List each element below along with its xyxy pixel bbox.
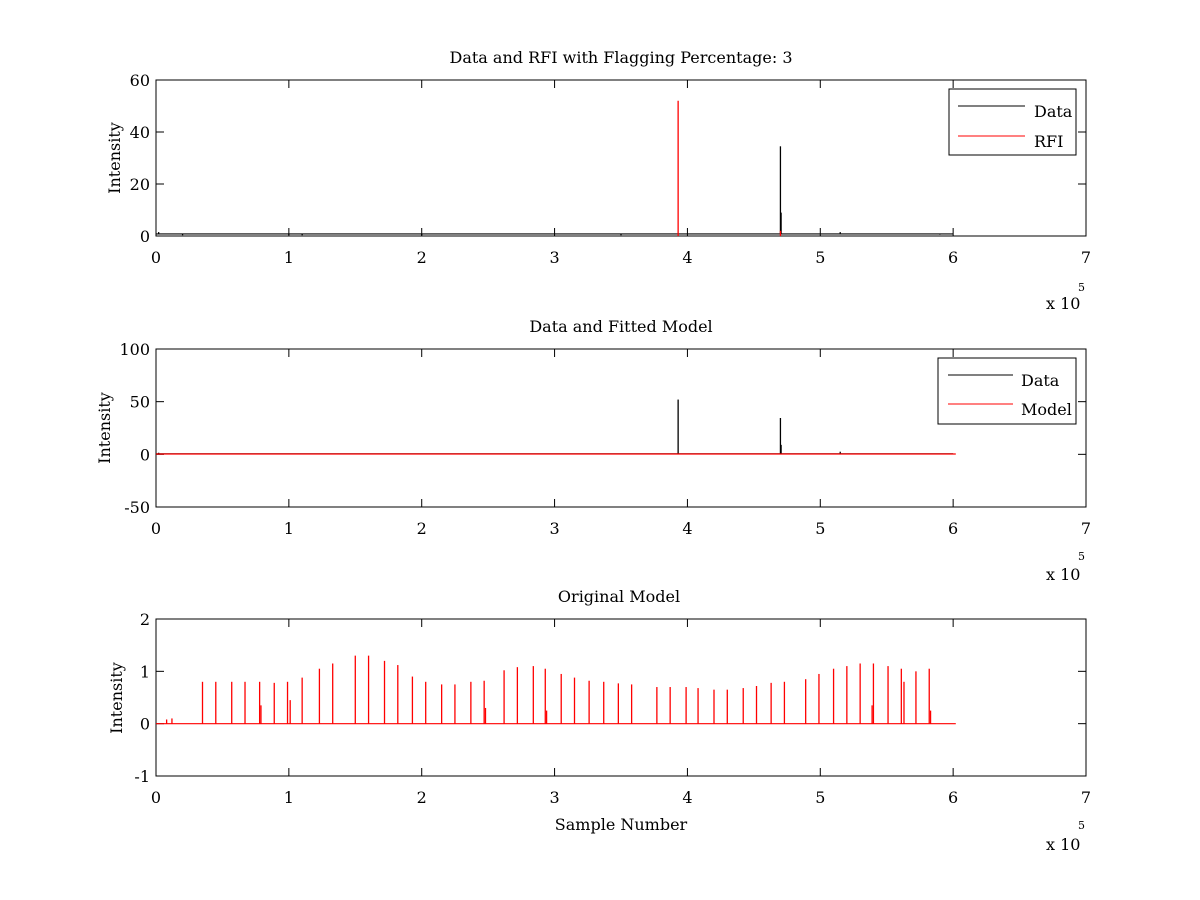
subplot-2-ytick-label-0: -50: [124, 498, 150, 517]
subplot-3-title: Original Model: [558, 587, 680, 606]
subplot-1-x-multiplier: x 10: [1046, 294, 1080, 313]
subplot-3-xtick-label-1: 1: [284, 788, 294, 807]
subplot-2-xtick-label-7: 7: [1081, 519, 1091, 538]
subplot-1-x-multiplier-base: x 10: [1046, 294, 1080, 313]
subplot-1-xtick-label-0: 0: [151, 248, 161, 267]
subplot-1-ytick-label-1: 20: [130, 175, 150, 194]
subplot-2-ytick-label-3: 100: [119, 340, 150, 359]
subplot-2-xtick-label-6: 6: [948, 519, 958, 538]
subplot-2-axes-box: [155, 348, 1087, 508]
subplot-3-x-multiplier-base: x 10: [1046, 835, 1080, 854]
subplot-2-xtick-label-2: 2: [417, 519, 427, 538]
subplot-3-ytick-label-2: 1: [140, 662, 150, 681]
subplot-3-xtick-label-2: 2: [417, 788, 427, 807]
subplot-1-ytick-label-2: 40: [130, 123, 150, 142]
subplot-1-x-multiplier-exponent: 5: [1078, 281, 1085, 294]
subplot-1-xtick-label-2: 2: [417, 248, 427, 267]
subplot-1-xtick-label-4: 4: [682, 248, 692, 267]
subplot-2-x-multiplier-base: x 10: [1046, 565, 1080, 584]
subplot-2-xtick-label-0: 0: [151, 519, 161, 538]
subplot-2-legend-label-model: Model: [1021, 400, 1072, 419]
subplot-3-xtick-label-0: 0: [151, 788, 161, 807]
subplot-1-xtick-label-6: 6: [948, 248, 958, 267]
subplot-1-legend-label-data: Data: [1034, 102, 1073, 121]
subplot-2-ytick-label-1: 0: [140, 445, 150, 464]
subplot-3-ytick-label-1: 0: [140, 715, 150, 734]
subplot-1-xtick-label-3: 3: [549, 248, 559, 267]
subplot-1-ytick-label-0: 0: [140, 227, 150, 246]
subplot-3-xtick-label-5: 5: [815, 788, 825, 807]
subplot-1-legend-box: [948, 88, 1077, 156]
subplot-1: Data and RFI with Flagging Percentage: 3…: [105, 48, 1091, 313]
subplot-3-xtick-label-3: 3: [549, 788, 559, 807]
subplot-3-x-multiplier: x 10: [1046, 835, 1080, 854]
subplot-1-legend-label-rfi: RFI: [1034, 132, 1063, 151]
subplot-3-axes-box: [155, 618, 1087, 777]
subplot-1-axes-box: [155, 79, 1087, 237]
subplot-1-xtick-label-7: 7: [1081, 248, 1091, 267]
subplot-1-plot-area: 0 1 2 3 4 5 6 7 0 20 40 60: [130, 71, 1091, 267]
subplot-2-legend-box: [937, 357, 1077, 425]
subplot-2-x-multiplier: x 10: [1046, 565, 1080, 584]
subplot-2-ytick-label-2: 50: [130, 393, 150, 412]
subplot-2-title: Data and Fitted Model: [529, 317, 712, 336]
subplot-2: Data and Fitted Model Intensity 0 1 2 3 4 5 6 7…: [95, 317, 1091, 584]
subplot-1-title: Data and RFI with Flagging Percentage: 3: [449, 48, 792, 67]
subplot-2-legend-label-data: Data: [1021, 371, 1060, 390]
subplot-2-xtick-label-3: 3: [549, 519, 559, 538]
subplot-1-xtick-label-1: 1: [284, 248, 294, 267]
subplot-3-ytick-label-3: 2: [140, 610, 150, 629]
subplot-3-xtick-label-6: 6: [948, 788, 958, 807]
subplot-2-ylabel: Intensity: [95, 392, 114, 464]
subplot-3-xlabel: Sample Number: [555, 815, 688, 834]
subplot-3-ylabel: Intensity: [107, 662, 126, 734]
subplot-2-xtick-label-4: 4: [682, 519, 692, 538]
subplot-3-xtick-label-7: 7: [1081, 788, 1091, 807]
subplot-1-legend: Data RFI: [948, 88, 1077, 156]
subplot-1-xtick-label-5: 5: [815, 248, 825, 267]
subplot-1-ylabel: Intensity: [105, 122, 124, 194]
subplot-2-xtick-label-5: 5: [815, 519, 825, 538]
subplot-3-ytick-label-0: -1: [134, 767, 150, 786]
subplot-2-x-multiplier-exponent: 5: [1078, 550, 1085, 563]
subplot-3-xtick-label-4: 4: [682, 788, 692, 807]
subplot-3-x-multiplier-exponent: 5: [1078, 819, 1085, 832]
subplot-2-xtick-label-1: 1: [284, 519, 294, 538]
subplot-1-ytick-label-3: 60: [130, 71, 150, 90]
subplot-2-legend: Data Model: [937, 357, 1077, 425]
